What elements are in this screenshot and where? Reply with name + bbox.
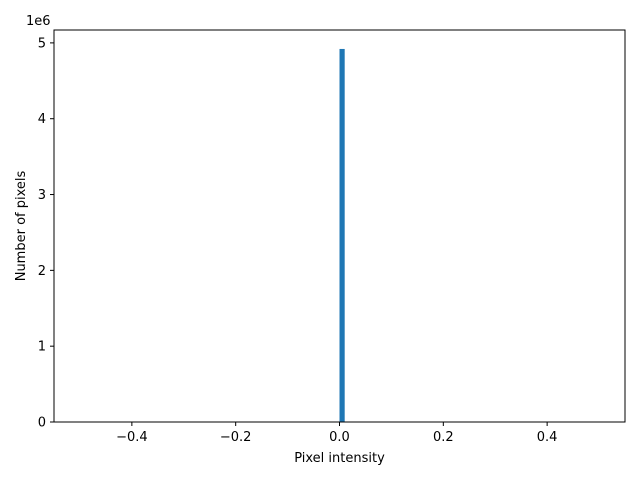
x-tick-label: 0.0 — [329, 430, 350, 445]
y-axis-offset-text: 1e6 — [26, 14, 51, 29]
x-tick-label: 0.2 — [433, 430, 454, 445]
y-tick-label: 3 — [38, 188, 46, 203]
x-axis-label: Pixel intensity — [294, 451, 385, 466]
x-tick-label: 0.4 — [537, 430, 558, 445]
y-tick-label: 2 — [38, 264, 46, 279]
x-tick-label: −0.4 — [116, 430, 148, 445]
y-axis-label: Number of pixels — [14, 170, 29, 281]
histogram-bar — [339, 48, 345, 423]
y-tick-label: 4 — [38, 112, 46, 127]
y-axis-ticks: 0 1 2 3 4 5 — [38, 36, 54, 431]
y-tick-label: 0 — [38, 416, 46, 431]
bars-layer — [339, 48, 345, 423]
y-tick-label: 1 — [38, 340, 46, 355]
x-axis-ticks: −0.4 −0.2 0.0 0.2 0.4 — [116, 422, 557, 445]
y-tick-label: 5 — [38, 36, 46, 51]
x-tick-label: −0.2 — [220, 430, 252, 445]
